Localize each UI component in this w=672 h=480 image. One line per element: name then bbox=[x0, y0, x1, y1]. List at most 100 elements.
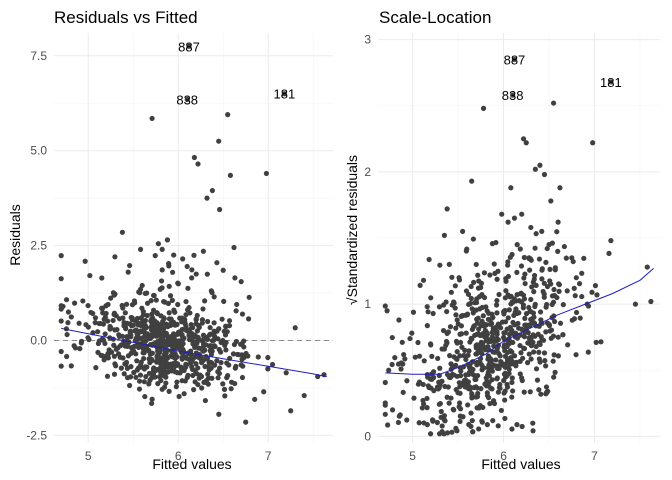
data-point bbox=[180, 256, 186, 262]
data-point bbox=[157, 365, 164, 371]
data-point bbox=[438, 408, 444, 415]
data-point bbox=[470, 429, 476, 435]
data-point bbox=[129, 302, 136, 308]
data-point bbox=[455, 390, 461, 396]
data-point bbox=[520, 302, 527, 308]
data-point bbox=[508, 185, 514, 191]
labeled-data-point bbox=[510, 92, 516, 98]
data-point bbox=[145, 348, 152, 354]
data-point bbox=[103, 303, 109, 309]
data-point bbox=[392, 355, 398, 361]
point-label: 181 bbox=[274, 87, 296, 102]
data-point bbox=[196, 354, 202, 361]
data-point bbox=[581, 255, 587, 261]
data-point bbox=[511, 353, 518, 359]
data-point bbox=[218, 359, 224, 366]
y-tick-labels: -2.5 0.0 2.5 5.0 7.5 bbox=[26, 49, 47, 443]
data-point bbox=[425, 309, 431, 315]
data-point bbox=[216, 326, 222, 332]
data-point bbox=[127, 330, 133, 336]
data-point bbox=[214, 260, 220, 266]
data-point bbox=[505, 259, 511, 265]
data-point bbox=[495, 423, 501, 429]
data-point bbox=[464, 311, 471, 317]
data-point bbox=[169, 297, 175, 303]
data-point bbox=[521, 275, 527, 281]
data-point bbox=[204, 195, 210, 201]
data-point bbox=[441, 302, 447, 308]
data-point bbox=[465, 291, 472, 298]
data-point bbox=[523, 140, 529, 146]
data-point bbox=[569, 255, 575, 261]
data-point bbox=[169, 349, 175, 355]
data-point bbox=[505, 219, 511, 225]
data-point bbox=[160, 342, 166, 349]
data-point bbox=[551, 352, 557, 358]
data-point bbox=[471, 279, 477, 285]
data-point bbox=[547, 278, 553, 284]
data-point bbox=[149, 350, 156, 356]
data-point bbox=[172, 309, 178, 315]
data-point bbox=[63, 297, 70, 303]
data-point bbox=[518, 290, 524, 296]
data-point bbox=[519, 211, 525, 217]
data-point bbox=[509, 375, 515, 381]
data-point bbox=[444, 308, 450, 315]
data-point bbox=[118, 365, 124, 371]
data-point bbox=[209, 338, 215, 344]
data-point bbox=[536, 256, 543, 262]
data-point bbox=[517, 246, 523, 252]
data-point bbox=[463, 330, 469, 336]
data-point bbox=[192, 379, 198, 385]
data-point bbox=[175, 301, 181, 308]
data-point bbox=[502, 295, 508, 301]
data-point bbox=[593, 339, 599, 345]
data-point bbox=[541, 350, 548, 356]
data-point bbox=[87, 272, 93, 279]
data-point bbox=[506, 307, 512, 313]
data-point bbox=[532, 166, 538, 172]
data-point bbox=[195, 161, 201, 167]
data-point bbox=[440, 327, 447, 334]
data-point bbox=[446, 400, 452, 406]
data-point bbox=[184, 263, 190, 270]
data-point bbox=[453, 362, 459, 368]
data-point bbox=[204, 271, 210, 277]
data-point bbox=[108, 349, 115, 355]
data-point bbox=[85, 335, 91, 341]
data-point bbox=[204, 318, 211, 325]
x-tick-label: 6 bbox=[175, 449, 182, 463]
data-point bbox=[434, 419, 440, 426]
data-point bbox=[448, 289, 454, 295]
data-point bbox=[485, 353, 492, 359]
data-point bbox=[533, 282, 539, 288]
data-point bbox=[265, 354, 271, 361]
data-point bbox=[514, 269, 520, 275]
y-tick-label: -2.5 bbox=[26, 428, 47, 442]
data-point bbox=[80, 298, 86, 304]
data-point bbox=[78, 338, 85, 344]
data-point bbox=[457, 418, 463, 424]
data-point bbox=[179, 315, 185, 321]
data-point bbox=[550, 100, 557, 106]
data-point bbox=[470, 372, 476, 378]
data-point bbox=[205, 371, 211, 377]
smooth-trend-line bbox=[61, 327, 327, 378]
y-tick-label: 0 bbox=[364, 429, 371, 443]
data-point bbox=[644, 264, 650, 270]
data-point bbox=[494, 348, 500, 354]
data-point bbox=[426, 384, 432, 391]
data-point bbox=[143, 333, 149, 340]
data-point bbox=[153, 320, 159, 326]
data-point bbox=[243, 419, 249, 425]
data-point bbox=[218, 349, 224, 355]
scatter-points bbox=[58, 43, 327, 425]
data-point bbox=[571, 285, 577, 291]
data-point bbox=[149, 357, 155, 364]
data-point bbox=[500, 334, 507, 341]
data-point bbox=[532, 301, 538, 307]
data-point bbox=[466, 369, 473, 376]
data-point bbox=[577, 315, 583, 321]
data-point bbox=[202, 334, 208, 340]
data-point bbox=[149, 371, 155, 377]
